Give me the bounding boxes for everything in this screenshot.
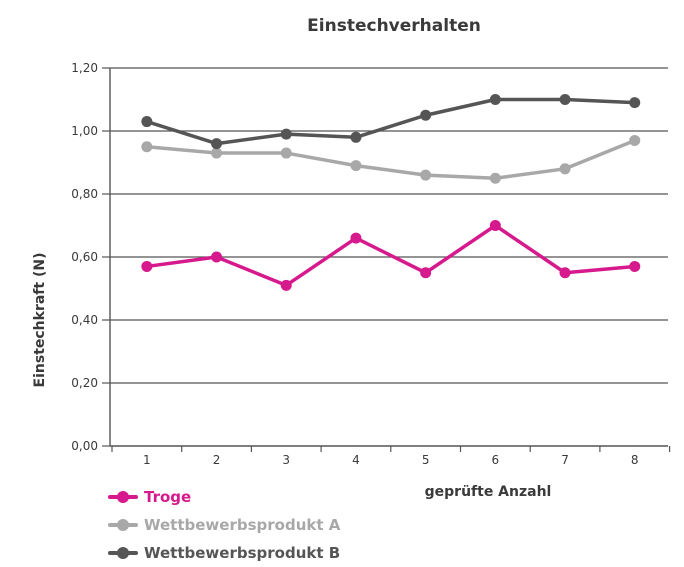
y-tick-label: 1,00 (71, 124, 98, 138)
y-axis-label: Einstechkraft (N) (32, 253, 48, 388)
data-point-wettbewerbsprodukt-a (629, 134, 641, 146)
data-point-wettbewerbsprodukt-a (420, 169, 432, 181)
y-tick-label: 0,60 (71, 250, 98, 264)
x-tick-label: 2 (213, 453, 221, 467)
data-point-wettbewerbsprodukt-b (559, 94, 571, 105)
legend-swatch (108, 519, 138, 531)
legend-label: Troge (144, 488, 192, 506)
data-point-troge (141, 260, 153, 272)
legend-swatch (108, 547, 138, 559)
y-tick-labels: 0,00 0,20 0,40 0,60 0,80 1,00 1,20 (71, 61, 98, 453)
series-line-wettbewerbsprodukt-a (146, 138, 636, 180)
data-point-wettbewerbsprodukt-a (489, 172, 501, 184)
data-point-wettbewerbsprodukt-b (629, 97, 641, 109)
y-tick-label: 0,20 (71, 376, 98, 390)
data-point-wettbewerbsprodukt-a (211, 147, 223, 159)
data-point-troge (211, 251, 223, 263)
series-line-wettbewerbsprodukt-b (146, 97, 635, 146)
legend: Troge Wettbewerbsprodukt A Wettbewerbspr… (108, 483, 340, 567)
data-point-troge (350, 232, 362, 244)
data-point-wettbewerbsprodukt-b (350, 131, 362, 143)
series-group (141, 94, 641, 291)
data-point-troge (629, 260, 641, 272)
legend-item-wettbewerbsprodukt-a: Wettbewerbsprodukt A (108, 511, 340, 539)
x-tick-labels: 1 2 3 4 5 6 7 8 (143, 453, 639, 467)
legend-label: Wettbewerbsprodukt A (144, 516, 341, 534)
data-point-troge (280, 279, 292, 291)
legend-item-troge: Troge (108, 483, 340, 511)
data-point-wettbewerbsprodukt-b (280, 128, 292, 140)
y-tick-label: 0,00 (71, 439, 98, 453)
data-point-troge (559, 267, 571, 279)
y-tick-label: 1,20 (71, 61, 98, 75)
data-point-wettbewerbsprodukt-a (280, 147, 292, 159)
grid-lines (102, 67, 668, 447)
x-tick-label: 7 (561, 453, 569, 467)
legend-label: Wettbewerbsprodukt B (144, 544, 341, 562)
x-tick-label: 8 (631, 453, 639, 467)
x-axis-label: geprüfte Anzahl (425, 484, 552, 500)
y-tick-label: 0,80 (71, 187, 98, 201)
data-point-wettbewerbsprodukt-a (141, 141, 153, 153)
data-point-wettbewerbsprodukt-a (350, 160, 362, 172)
data-point-wettbewerbsprodukt-b (489, 94, 501, 105)
x-tick-label: 6 (492, 453, 500, 467)
legend-item-wettbewerbsprodukt-b: Wettbewerbsprodukt B (108, 539, 340, 567)
chart-title: Einstechverhalten (307, 16, 481, 36)
y-tick-label: 0,40 (71, 313, 98, 327)
x-tick-label: 3 (282, 453, 290, 467)
series-line-troge (146, 223, 635, 288)
legend-swatch (108, 491, 138, 503)
x-tick-label: 5 (422, 453, 430, 467)
x-tick-label: 4 (352, 453, 360, 467)
data-point-wettbewerbsprodukt-b (141, 116, 153, 128)
data-point-troge (489, 220, 501, 231)
data-point-wettbewerbsprodukt-b (420, 109, 432, 121)
data-point-wettbewerbsprodukt-a (559, 163, 571, 175)
axes (109, 68, 671, 452)
data-point-troge (420, 267, 432, 279)
x-tick-label: 1 (143, 453, 151, 467)
data-point-wettbewerbsprodukt-b (211, 138, 223, 150)
